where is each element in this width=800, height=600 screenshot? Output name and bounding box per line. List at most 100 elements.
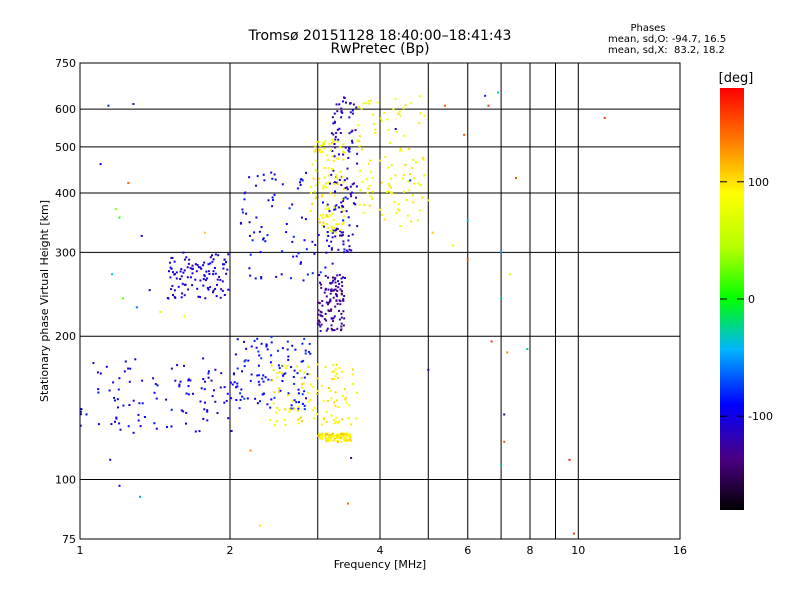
data-point	[360, 107, 363, 110]
data-point	[122, 404, 125, 407]
data-point	[271, 196, 274, 199]
data-point	[342, 219, 345, 222]
data-point	[284, 419, 287, 421]
data-point	[191, 284, 194, 287]
data-point	[335, 285, 337, 288]
data-point	[197, 295, 200, 298]
data-point	[303, 376, 306, 379]
data-point	[334, 146, 337, 149]
data-point	[351, 191, 354, 194]
data-point	[203, 388, 206, 391]
y-axis-ticks: 75 100 200 300 400 500 600 750	[55, 57, 76, 546]
data-point	[185, 422, 187, 425]
data-point	[211, 254, 213, 257]
data-point	[203, 261, 206, 264]
data-point	[336, 140, 339, 143]
stats-x-line: mean, sd,X: 83.2, 18.2	[608, 45, 725, 56]
data-point	[340, 107, 343, 110]
data-point	[321, 304, 324, 307]
data-point	[350, 457, 353, 459]
data-point	[322, 201, 324, 204]
data-point	[329, 389, 332, 392]
data-point	[509, 273, 512, 276]
data-point	[168, 270, 170, 273]
data-point	[466, 258, 469, 261]
data-point	[187, 288, 190, 291]
data-point	[137, 419, 140, 422]
data-point	[330, 149, 332, 152]
data-point	[138, 402, 141, 405]
data-point	[341, 284, 344, 287]
data-point	[335, 293, 337, 296]
data-point	[350, 249, 353, 252]
data-point	[238, 407, 241, 410]
data-point	[366, 191, 369, 194]
data-point	[302, 382, 305, 385]
data-point	[304, 218, 307, 221]
data-point	[351, 141, 354, 144]
data-point	[309, 398, 311, 401]
data-point	[368, 102, 371, 105]
data-point	[202, 264, 205, 267]
data-point	[335, 299, 338, 302]
data-point	[279, 389, 282, 392]
data-point	[341, 434, 344, 437]
data-point	[322, 213, 325, 216]
data-point	[325, 319, 328, 322]
data-point	[290, 407, 293, 410]
data-point	[331, 230, 334, 233]
data-point	[370, 195, 373, 198]
data-point	[141, 379, 144, 382]
data-point	[337, 286, 340, 289]
data-point	[316, 413, 319, 416]
data-point	[324, 432, 327, 435]
data-point	[236, 367, 239, 370]
data-point	[293, 382, 296, 385]
data-point	[253, 231, 256, 234]
data-point	[318, 432, 321, 435]
data-point	[335, 399, 338, 402]
data-point	[258, 383, 261, 386]
data-point	[332, 169, 335, 172]
data-point	[312, 409, 315, 412]
data-point	[359, 189, 362, 192]
data-point	[346, 250, 349, 253]
x-tick-label: 6	[464, 544, 471, 557]
data-point	[223, 294, 226, 296]
data-point	[326, 215, 329, 218]
data-point	[183, 258, 186, 261]
data-point	[322, 141, 325, 144]
data-point	[114, 420, 116, 423]
data-point	[324, 266, 327, 269]
data-point	[166, 426, 168, 428]
data-point	[365, 178, 368, 181]
data-point	[323, 167, 326, 170]
data-point	[335, 174, 338, 177]
data-point	[402, 173, 405, 176]
data-point	[191, 272, 194, 275]
data-point	[221, 280, 224, 283]
data-point	[427, 368, 430, 371]
data-point	[315, 140, 318, 143]
data-point	[318, 321, 321, 324]
data-point	[269, 361, 272, 364]
data-point	[333, 112, 336, 115]
data-point	[155, 427, 158, 430]
data-point	[324, 140, 327, 143]
data-point	[159, 310, 162, 313]
data-point	[329, 292, 332, 295]
data-point	[204, 297, 207, 300]
data-point	[421, 156, 424, 159]
data-point	[332, 276, 335, 279]
data-point	[367, 187, 370, 190]
data-point	[340, 312, 343, 315]
data-point	[256, 175, 259, 178]
data-point	[334, 181, 336, 184]
data-point	[506, 351, 509, 354]
data-point	[226, 392, 229, 395]
data-point	[236, 385, 239, 388]
data-point	[194, 430, 197, 433]
data-point	[336, 227, 339, 230]
data-point	[207, 372, 210, 375]
data-point	[301, 179, 304, 182]
